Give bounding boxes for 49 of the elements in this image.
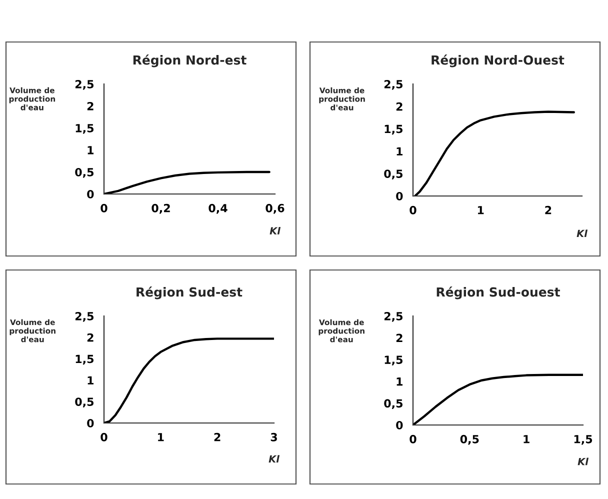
chart-title: Région Sud-est [136, 286, 242, 300]
y-tick-label: 1 [396, 147, 403, 156]
y-tick-label: 1,5 [76, 354, 94, 365]
y-tick-label: 1 [88, 146, 94, 154]
x-tick-label: 0 [410, 206, 416, 214]
y-tick-label: 0,5 [384, 399, 402, 409]
x-tick-label: 1 [478, 206, 484, 214]
x-tick-label: 2 [545, 206, 552, 214]
y-tick-label: 0 [87, 418, 94, 428]
y-tick-label: 2 [87, 102, 94, 110]
x-tick-label: 3 [270, 432, 277, 442]
y-tick-label: 2,5 [75, 80, 94, 90]
line-series [104, 170, 270, 194]
chart-title: Région Nord-Ouest [432, 54, 564, 68]
x-tick-label: 0 [100, 204, 108, 212]
x-tick-label: 2 [214, 432, 220, 442]
y-tick-label: 0,5 [75, 398, 94, 408]
y-tick-label: 0,5 [384, 170, 402, 180]
y-tick-label: 0 [87, 190, 94, 198]
chart-title: Région Nord-est [133, 54, 246, 68]
y-tick-label: 2,5 [384, 80, 402, 90]
x-tick-label: 1 [524, 435, 530, 444]
x-axis-title: Kl [578, 458, 589, 466]
x-tick-label: 0,4 [208, 204, 228, 214]
y-tick-label: 1,5 [76, 124, 94, 134]
y-tick-label: 0 [396, 192, 403, 200]
y-tick-label: 1,5 [384, 356, 402, 366]
x-tick-label: 0,5 [460, 434, 479, 445]
x-tick-label: 1,5 [574, 435, 592, 445]
line-series [414, 110, 575, 196]
x-tick-label: 0 [100, 432, 108, 442]
y-tick-label: 1,5 [384, 124, 402, 135]
x-tick-label: 0,2 [152, 204, 170, 214]
y-tick-label: 0,5 [75, 168, 94, 178]
x-tick-label: 0 [410, 434, 416, 444]
chart-title: Région Sud-ouest [436, 286, 560, 300]
x-tick-label: 1 [158, 433, 164, 442]
x-axis-title: Kl [268, 455, 280, 462]
y-tick-label: 2 [396, 334, 402, 342]
y-tick-label: 1 [396, 378, 403, 386]
y-tick-label: 1 [88, 376, 94, 384]
x-axis-title: Kl [270, 227, 281, 234]
y-tick-label: 2 [396, 102, 402, 111]
y-tick-label: 2,5 [75, 312, 94, 322]
y-tick-label: 2 [87, 333, 94, 342]
x-tick-label: 0,6 [266, 204, 284, 214]
y-tick-label: 2,5 [384, 312, 402, 322]
x-axis-title: Kl [576, 230, 588, 237]
y-tick-label: 0 [396, 420, 403, 430]
